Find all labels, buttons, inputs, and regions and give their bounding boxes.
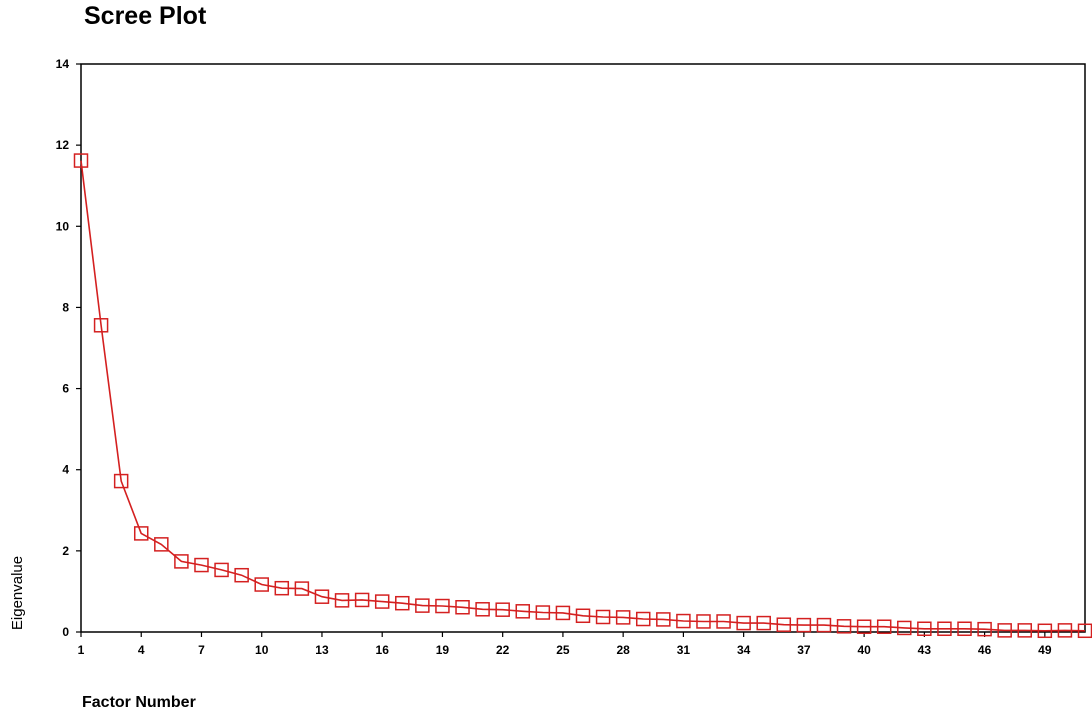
data-point-marker: [897, 620, 912, 636]
eigenvalue-markers: [73, 153, 1092, 639]
data-point-marker: [113, 473, 129, 489]
data-point-marker: [214, 562, 229, 578]
data-point-marker: [415, 598, 430, 613]
data-point-marker: [515, 604, 531, 619]
y-tick-label: 6: [62, 382, 69, 396]
data-point-marker: [937, 621, 952, 637]
data-point-marker: [756, 615, 771, 631]
x-axis-label: Factor Number: [82, 694, 196, 711]
plot-frame: [80, 63, 1086, 633]
data-point-marker: [294, 581, 310, 596]
x-tick-label: 19: [436, 643, 450, 657]
data-point-marker: [716, 614, 731, 629]
data-point-marker: [957, 621, 972, 637]
data-point-marker: [796, 617, 812, 633]
x-tick-label: 25: [556, 643, 570, 657]
data-point-marker: [575, 608, 591, 624]
chart-title: Scree Plot: [84, 2, 207, 30]
x-tick-label: 10: [255, 643, 269, 657]
data-point-marker: [73, 153, 89, 168]
x-tick-label: 4: [138, 643, 145, 657]
x-tick-label: 31: [677, 643, 691, 657]
data-point-marker: [1057, 623, 1073, 638]
data-point-marker: [816, 617, 832, 633]
y-axis-ticks: 0 2 4 6 8 10 12 14: [56, 57, 81, 639]
y-tick-label: 12: [56, 138, 70, 152]
data-point-marker: [1017, 623, 1033, 638]
eigenvalue-line: [80, 160, 1086, 632]
data-point-marker: [977, 621, 992, 637]
x-tick-label: 7: [198, 643, 205, 657]
data-point-marker: [174, 554, 189, 569]
x-tick-label: 16: [376, 643, 390, 657]
data-point-marker: [876, 619, 892, 634]
data-point-marker: [997, 623, 1012, 638]
data-point-marker: [736, 615, 751, 631]
x-tick-label: 34: [737, 643, 751, 657]
x-tick-label: 1: [78, 643, 85, 657]
data-point-marker: [1037, 623, 1053, 639]
y-tick-label: 4: [62, 463, 69, 477]
x-axis-ticks: 1 4 7 10 13 16 19 22 25 28 31 34 37 40 43 46 49: [78, 632, 1052, 657]
data-point-marker: [917, 621, 932, 637]
data-point-marker: [93, 318, 109, 333]
y-tick-label: 2: [62, 544, 69, 558]
data-point-marker: [234, 567, 249, 583]
data-point-marker: [535, 605, 551, 620]
data-point-marker: [395, 595, 410, 611]
data-point-marker: [676, 613, 691, 629]
data-point-marker: [254, 577, 269, 592]
y-tick-label: 10: [56, 219, 70, 233]
x-tick-label: 43: [918, 643, 932, 657]
data-point-marker: [696, 614, 711, 629]
data-point-marker: [455, 600, 470, 615]
x-tick-label: 49: [1038, 643, 1052, 657]
data-point-marker: [154, 537, 169, 552]
data-point-marker: [615, 610, 631, 625]
data-point-marker: [314, 589, 330, 604]
data-point-marker: [836, 619, 852, 634]
data-point-marker: [495, 602, 510, 617]
data-point-marker: [354, 592, 370, 608]
x-tick-label: 13: [315, 643, 329, 657]
x-tick-label: 22: [496, 643, 510, 657]
data-point-marker: [133, 526, 149, 541]
data-point-marker: [656, 612, 671, 627]
y-tick-label: 0: [62, 625, 69, 639]
data-point-marker: [274, 580, 290, 596]
data-point-marker: [194, 557, 209, 573]
x-tick-label: 28: [616, 643, 630, 657]
y-axis-label: Eigenvalue: [9, 556, 26, 630]
data-point-marker: [435, 598, 450, 614]
data-point-marker: [776, 617, 792, 632]
x-tick-label: 46: [978, 643, 992, 657]
data-point-marker: [856, 619, 872, 634]
data-point-marker: [555, 605, 571, 621]
data-point-marker: [635, 611, 651, 627]
y-tick-label: 8: [62, 300, 69, 314]
data-point-marker: [595, 609, 611, 625]
x-tick-label: 40: [857, 643, 871, 657]
y-tick-label: 14: [56, 57, 70, 71]
data-point-marker: [475, 602, 490, 617]
data-point-marker: [374, 594, 390, 609]
data-point-marker: [334, 593, 350, 608]
x-tick-label: 37: [797, 643, 811, 657]
